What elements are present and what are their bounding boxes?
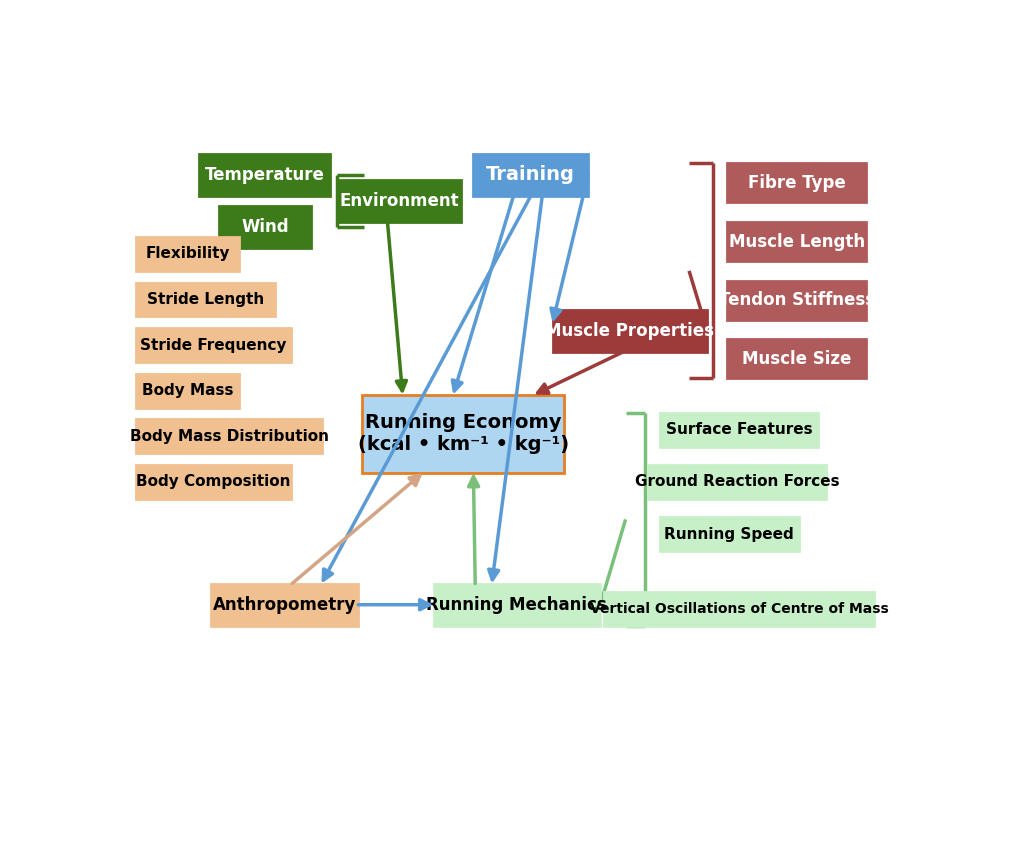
FancyBboxPatch shape	[659, 517, 799, 551]
FancyBboxPatch shape	[136, 328, 291, 362]
FancyBboxPatch shape	[473, 154, 588, 196]
FancyBboxPatch shape	[219, 206, 310, 248]
Text: Training: Training	[486, 165, 575, 184]
FancyBboxPatch shape	[211, 584, 358, 626]
FancyBboxPatch shape	[136, 374, 240, 408]
Text: Stride Length: Stride Length	[146, 292, 264, 307]
Text: Body Composition: Body Composition	[136, 475, 291, 490]
Text: Environment: Environment	[340, 192, 460, 210]
FancyBboxPatch shape	[727, 163, 866, 202]
FancyBboxPatch shape	[604, 592, 873, 626]
Text: Muscle Properties: Muscle Properties	[546, 322, 715, 340]
Text: Vertical Oscillations of Centre of Mass: Vertical Oscillations of Centre of Mass	[590, 602, 889, 616]
Text: Body Mass: Body Mass	[141, 383, 233, 398]
Text: Body Mass Distribution: Body Mass Distribution	[130, 429, 329, 444]
Text: Running Economy
(kcal • km⁻¹ • kg⁻¹): Running Economy (kcal • km⁻¹ • kg⁻¹)	[357, 413, 569, 454]
Text: Temperature: Temperature	[205, 166, 325, 184]
FancyBboxPatch shape	[136, 465, 291, 499]
FancyBboxPatch shape	[659, 413, 818, 447]
FancyBboxPatch shape	[553, 310, 708, 352]
Text: Surface Features: Surface Features	[666, 422, 812, 437]
FancyBboxPatch shape	[362, 394, 564, 473]
FancyBboxPatch shape	[200, 154, 331, 196]
Text: Fibre Type: Fibre Type	[748, 174, 846, 192]
FancyBboxPatch shape	[136, 283, 274, 316]
Text: Wind: Wind	[241, 218, 289, 236]
Text: Muscle Size: Muscle Size	[742, 350, 851, 368]
FancyBboxPatch shape	[136, 420, 323, 453]
Text: Running Mechanics: Running Mechanics	[426, 596, 607, 613]
FancyBboxPatch shape	[433, 584, 600, 626]
FancyBboxPatch shape	[727, 222, 866, 261]
FancyBboxPatch shape	[648, 465, 826, 499]
Text: Tendon Stiffness: Tendon Stiffness	[719, 291, 874, 309]
Text: Running Speed: Running Speed	[665, 526, 794, 541]
Text: Anthropometry: Anthropometry	[213, 596, 356, 613]
FancyBboxPatch shape	[727, 339, 866, 378]
FancyBboxPatch shape	[338, 179, 462, 222]
FancyBboxPatch shape	[136, 237, 240, 271]
Text: Muscle Length: Muscle Length	[728, 233, 864, 250]
Text: Ground Reaction Forces: Ground Reaction Forces	[635, 475, 840, 490]
Text: Flexibility: Flexibility	[145, 246, 229, 261]
Text: Stride Frequency: Stride Frequency	[140, 338, 287, 353]
FancyBboxPatch shape	[727, 281, 866, 320]
